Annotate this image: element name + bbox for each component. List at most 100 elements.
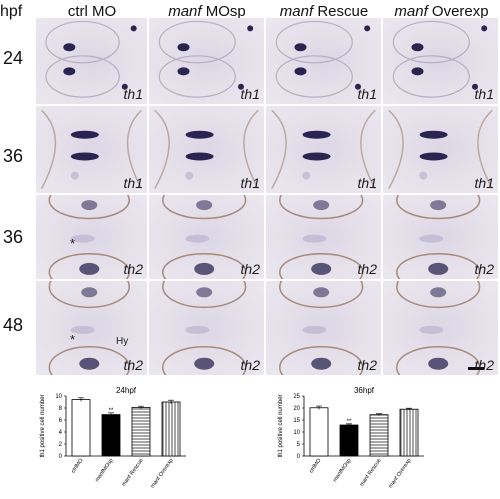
error-bar bbox=[406, 407, 412, 411]
error-bar bbox=[138, 405, 144, 409]
micrograph-cell: th2 bbox=[36, 281, 147, 375]
gene-label: th1 bbox=[357, 86, 377, 102]
row-label-36-th2: 36 bbox=[3, 227, 24, 247]
gene-label: th2 bbox=[240, 357, 260, 373]
y-tick-label: 10 bbox=[293, 430, 300, 436]
error-bar bbox=[376, 413, 382, 416]
gene-label: th2 bbox=[357, 357, 377, 373]
micrograph-cell: th2 bbox=[266, 195, 381, 279]
scale-bar bbox=[468, 367, 484, 370]
row-label-36-th1: 36 bbox=[3, 146, 24, 166]
x-tick-label: manf Rescue bbox=[359, 458, 383, 488]
col-header-rescue: manf Rescue bbox=[266, 0, 382, 24]
error-bar bbox=[346, 423, 352, 427]
gene-label: th1 bbox=[474, 175, 494, 191]
embryo-image bbox=[162, 195, 247, 279]
gene-label: th2 bbox=[123, 357, 143, 373]
chart-title: 24hpf bbox=[116, 386, 137, 395]
micrograph-cell: th1 bbox=[36, 106, 147, 193]
gene-label: th1 bbox=[240, 175, 260, 191]
gene-label: th2 bbox=[474, 261, 494, 277]
col-header-text: Overexp bbox=[427, 3, 489, 20]
chart-24hpf: 24hpf th1 positive cell number 0 2 4 6 8 10 ctrl… bbox=[30, 384, 210, 496]
row-label-24: 24 bbox=[3, 48, 24, 68]
embryo-image bbox=[388, 109, 493, 190]
x-tick-label: ctrlMO bbox=[308, 457, 323, 474]
micrograph-cell: th2 bbox=[383, 195, 498, 279]
x-tick-label: manfMOsp bbox=[332, 458, 352, 483]
micrograph-cell: th2 bbox=[149, 195, 264, 279]
row-label-48: 48 bbox=[3, 315, 24, 335]
embryo-image bbox=[48, 195, 130, 279]
x-tick-label: ctrlMO bbox=[70, 457, 85, 474]
bar-chart-24hpf: 24hpf th1 positive cell number 0 2 4 6 8 10 ctrl… bbox=[40, 386, 186, 490]
col-header-text: ctrl MO bbox=[67, 3, 117, 20]
col-header-italic: manf bbox=[394, 3, 428, 20]
micrograph-cell: th1 bbox=[266, 106, 381, 193]
embryo-image bbox=[45, 20, 137, 98]
y-tick-label: 25 bbox=[293, 394, 300, 400]
bar bbox=[101, 414, 121, 457]
bar bbox=[131, 406, 151, 457]
bar-chart-36hpf: 36hpf th1 positive cell number 0 5 10 15 20 25 c… bbox=[278, 386, 424, 490]
col-header-italic: manf bbox=[279, 3, 314, 20]
gene-label: th1 bbox=[123, 86, 143, 102]
y-tick-label: 0 bbox=[59, 454, 63, 460]
error-bar bbox=[316, 405, 322, 410]
y-tick-label: 5 bbox=[297, 442, 301, 448]
micrograph-cell: th2 bbox=[149, 281, 264, 375]
embryo-image bbox=[279, 195, 364, 279]
x-tick-label: manf Rescue bbox=[121, 458, 145, 488]
gene-label: th2 bbox=[474, 357, 494, 373]
gene-label: th2 bbox=[123, 261, 143, 277]
bar bbox=[339, 424, 359, 457]
micrograph-cell: th1 bbox=[149, 106, 264, 193]
y-tick-label: 15 bbox=[293, 418, 300, 424]
hpf-label: hpf bbox=[0, 3, 23, 20]
gene-label: th1 bbox=[123, 175, 143, 191]
y-tick-label: 8 bbox=[59, 406, 63, 412]
col-header-text: MOsp bbox=[201, 3, 246, 20]
error-bar bbox=[168, 399, 174, 404]
gene-label: th1 bbox=[240, 86, 260, 102]
chart-36hpf: 36hpf th1 positive cell number 0 5 10 15 20 25 c… bbox=[268, 384, 448, 496]
micrograph-cell: th1 bbox=[266, 18, 381, 104]
micrograph-cell: th2 bbox=[266, 281, 381, 375]
embryo-image bbox=[396, 195, 481, 279]
embryo-image bbox=[279, 281, 364, 375]
embryo-image bbox=[271, 109, 376, 190]
bar bbox=[71, 399, 91, 457]
embryo-image bbox=[158, 20, 254, 98]
col-header-italic: manf bbox=[168, 3, 202, 20]
y-tick-label: 6 bbox=[59, 418, 63, 424]
y-tick-label: 0 bbox=[297, 454, 301, 460]
bar bbox=[399, 408, 419, 457]
gene-label: th2 bbox=[240, 261, 260, 277]
hy-annotation: Hy bbox=[116, 336, 129, 347]
error-bar bbox=[78, 397, 84, 402]
micrograph-cell: th1 bbox=[149, 18, 264, 104]
bar bbox=[369, 414, 389, 457]
embryo-image bbox=[40, 109, 143, 190]
x-tick-label: manfMOsp bbox=[94, 458, 114, 483]
bar bbox=[161, 401, 181, 457]
micrograph-cell: th2 bbox=[383, 281, 498, 375]
micrograph-cell: th1 bbox=[383, 106, 498, 193]
y-tick-label: 4 bbox=[59, 430, 63, 436]
asterisk-annotation: * bbox=[70, 332, 76, 347]
y-tick-label: 10 bbox=[55, 394, 62, 400]
embryo-image bbox=[396, 281, 481, 375]
y-axis-label: th1 positive cell number bbox=[278, 394, 284, 457]
col-header-overexp: manf Overexp bbox=[383, 0, 500, 24]
bar bbox=[309, 407, 329, 457]
micrograph-cell: th2 bbox=[36, 195, 147, 279]
embryo-image bbox=[392, 20, 488, 98]
x-tick-label: manf Overexp bbox=[388, 458, 413, 490]
embryo-image bbox=[154, 109, 259, 190]
gene-label: th1 bbox=[357, 175, 377, 191]
chart-title: 36hpf bbox=[354, 386, 375, 395]
x-tick-label: manf Overexp bbox=[150, 458, 175, 490]
embryo-image bbox=[275, 20, 371, 98]
significance-label: ** bbox=[109, 408, 114, 414]
y-axis-label: th1 positive cell number bbox=[40, 394, 46, 457]
